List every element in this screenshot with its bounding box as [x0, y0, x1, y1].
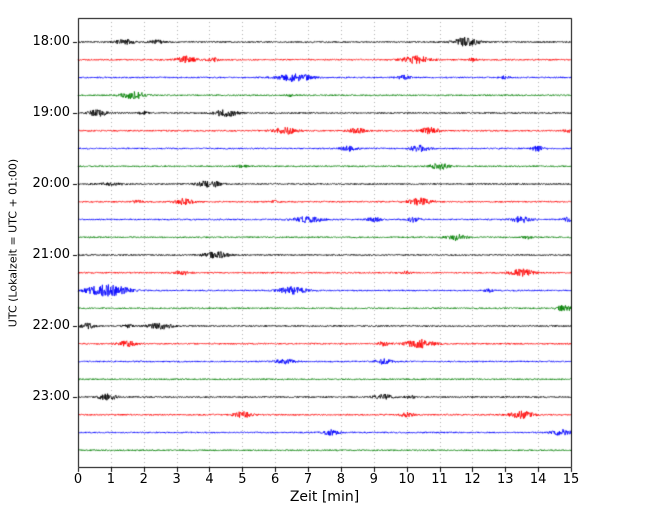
x-tick-label: 5 — [238, 472, 247, 487]
x-axis-label: Zeit [min] — [289, 489, 360, 505]
y-tick-label: 19:00 — [32, 105, 70, 120]
x-tick-label: 6 — [271, 472, 280, 487]
y-tick-label: 22:00 — [32, 318, 70, 333]
y-tick-label: 20:00 — [32, 176, 70, 191]
x-tick-label: 3 — [172, 472, 181, 487]
x-tick-label: 10 — [398, 472, 415, 487]
x-tick-label: 1 — [106, 472, 115, 487]
x-tick-label: 4 — [205, 472, 214, 487]
x-tick-label: 14 — [529, 472, 547, 487]
y-tick-label: 21:00 — [32, 247, 70, 262]
x-tick-label: 7 — [303, 472, 313, 487]
x-tick-label: 8 — [336, 472, 346, 487]
x-tick-label: 12 — [464, 472, 481, 487]
x-tick-label: 9 — [369, 472, 378, 487]
x-tick-label: 13 — [496, 472, 514, 487]
x-tick-label: 2 — [139, 472, 148, 487]
x-tick-label: 0 — [73, 472, 83, 487]
x-tick-label: 11 — [431, 472, 448, 487]
y-tick-label: 18:00 — [32, 34, 70, 49]
x-tick-label: 15 — [562, 472, 580, 487]
y-tick-label: 23:00 — [32, 389, 70, 404]
